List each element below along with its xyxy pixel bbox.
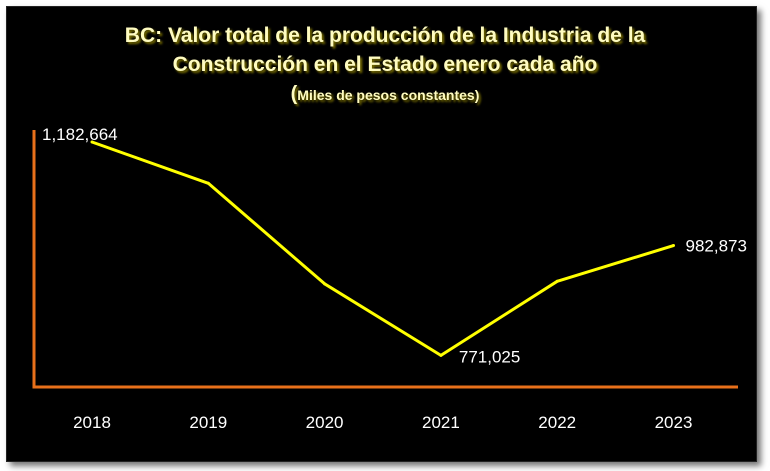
x-tick-label: 2019 xyxy=(189,413,227,432)
data-point xyxy=(323,282,327,286)
data-label: 1,182,664 xyxy=(42,125,118,144)
x-tick-label: 2023 xyxy=(655,413,693,432)
data-point xyxy=(206,181,210,185)
x-tick-label: 2020 xyxy=(306,413,344,432)
series-line xyxy=(91,140,674,357)
subtitle-text: Miles de pesos constantes) xyxy=(297,87,480,103)
x-tick-label: 2018 xyxy=(73,413,111,432)
data-point xyxy=(672,244,675,248)
data-point xyxy=(439,353,443,357)
data-point xyxy=(90,140,94,144)
x-tick-label: 2021 xyxy=(422,413,460,432)
x-tick-label: 2022 xyxy=(538,413,576,432)
chart-subtitle: (Miles de pesos constantes) xyxy=(0,83,770,106)
chart-title-line-2: Construcción en el Estado enero cada año xyxy=(172,53,598,76)
data-label: 771,025 xyxy=(459,347,520,366)
chart-title-line-1: BC: Valor total de la producción de la I… xyxy=(124,24,646,47)
data-label: 982,873 xyxy=(686,237,747,256)
data-point xyxy=(555,279,559,283)
subtitle-open-paren: ( xyxy=(290,83,298,105)
